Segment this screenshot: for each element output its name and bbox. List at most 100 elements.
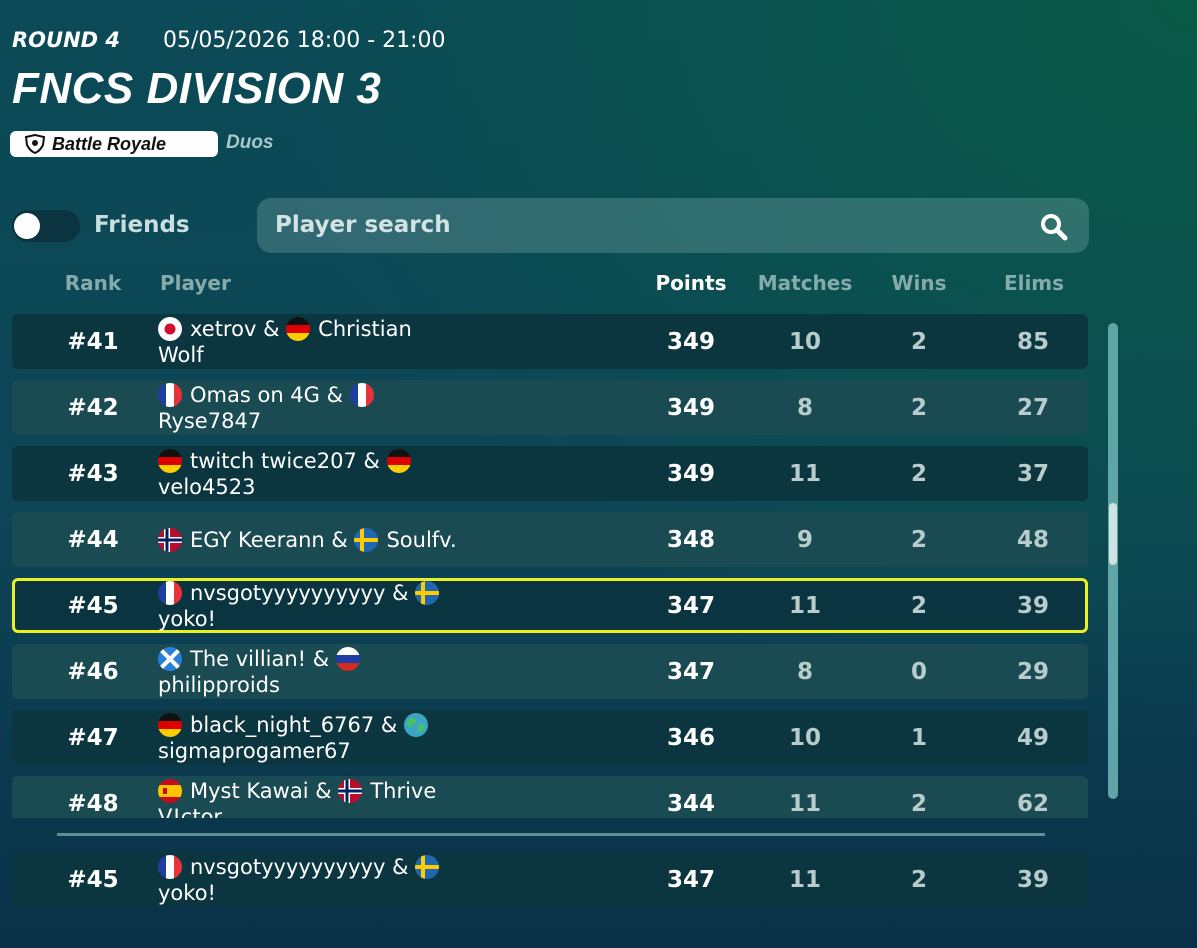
rank-cell: #43	[67, 460, 119, 487]
flag-part	[286, 316, 311, 325]
rank-cell: #46	[67, 658, 119, 685]
player-cell: The villian! & philipproids	[158, 644, 458, 699]
flag-part	[415, 590, 440, 595]
player-name: Omas on 4G	[190, 382, 320, 407]
column-header: Elims	[1003, 271, 1065, 295]
flag	[158, 316, 182, 341]
flag-part	[158, 448, 182, 457]
elims-cell: 27	[1016, 394, 1049, 421]
friends-toggle[interactable]	[12, 210, 80, 242]
leaderboard-row[interactable]: #45 347 11 2 39 nvsgotyyyyyyyyyy & yoko!	[12, 578, 1088, 633]
flag-icon	[158, 316, 182, 341]
player-names: black_night_6767 & sigmaprogamer67	[158, 712, 458, 764]
flag-part	[158, 382, 166, 407]
flag-part	[286, 324, 311, 333]
rank-cell: #48	[67, 790, 119, 817]
search-box[interactable]: Player search	[257, 198, 1089, 253]
flag-part	[158, 456, 182, 465]
leaderboard-row[interactable]: #43 349 11 2 37 twitch twice207 & velo4523	[12, 446, 1088, 501]
player-names: twitch twice207 & velo4523	[158, 448, 458, 500]
leaderboard-row[interactable]: #46 347 8 0 29 The villian! & philipproids	[12, 644, 1088, 699]
points-cell: 347	[666, 658, 715, 685]
matches-cell: 11	[788, 866, 821, 893]
team-separator: &	[392, 580, 409, 605]
flag	[386, 448, 411, 473]
leaderboard-row[interactable]: #42 349 8 2 27 Omas on 4G & Ryse7847	[12, 380, 1088, 435]
flag-part	[158, 854, 166, 879]
column-header: Points	[655, 271, 727, 295]
flag	[338, 778, 363, 803]
flag-part	[354, 537, 379, 542]
flag	[335, 646, 360, 671]
mode-icon	[24, 134, 46, 154]
flag	[354, 527, 379, 552]
flag-part	[158, 580, 166, 605]
elims-cell: 39	[1016, 866, 1049, 893]
player-cell: nvsgotyyyyyyyyyy & yoko!	[158, 578, 458, 633]
player-name: Myst Kawai	[190, 778, 309, 803]
search-placeholder: Player search	[275, 212, 451, 238]
flag-icon	[286, 316, 311, 341]
elims-cell: 62	[1016, 790, 1049, 817]
player-cell: twitch twice207 & velo4523	[158, 446, 458, 501]
leaderboard-row[interactable]: #45 347 11 2 39 nvsgotyyyyyyyyyy & yoko!	[12, 852, 1088, 907]
player-cell: nvsgotyyyyyyyyyy & yoko!	[158, 852, 458, 907]
player-name: EGY Keerann	[190, 527, 325, 552]
leaderboard-row[interactable]: #41 349 10 2 85 xetrov & Christian Wolf	[12, 314, 1088, 369]
points-cell: 347	[666, 866, 715, 893]
player-names: The villian! & philipproids	[158, 646, 458, 698]
flag-icon	[415, 854, 440, 879]
leaderboard-row[interactable]: #47 346 10 1 49 black_night_6767 & sigmaproga…	[12, 710, 1088, 765]
team-separator: &	[331, 527, 348, 552]
title: FNCS DIVISION 3	[12, 64, 382, 113]
scroll-thumb[interactable]	[1109, 503, 1117, 565]
flag-part	[166, 854, 174, 879]
elims-cell: 48	[1016, 526, 1049, 553]
wins-cell: 2	[910, 866, 927, 893]
flag-icon	[338, 778, 363, 803]
player-name: yoko!	[158, 880, 216, 905]
team-separator: &	[363, 448, 380, 473]
flag-part	[158, 538, 182, 541]
team-separator: &	[380, 712, 398, 737]
scrollbar[interactable]	[1108, 323, 1118, 799]
rank-cell: #42	[67, 394, 119, 421]
flag	[158, 382, 182, 407]
points-cell: 349	[666, 328, 715, 355]
player-names: Myst Kawai & Thrive V!ctor	[158, 778, 458, 818]
points-cell: 349	[666, 460, 715, 487]
flag-part	[415, 864, 440, 869]
player-name: xetrov	[190, 316, 257, 341]
rank-cell: #45	[67, 592, 119, 619]
rank-cell: #45	[67, 866, 119, 893]
flag-icon	[158, 778, 182, 803]
flag-part	[164, 323, 176, 334]
flag-part	[338, 789, 363, 792]
player-name: Christian Wolf	[158, 316, 412, 367]
flag-part	[335, 654, 360, 663]
player-name: sigmaprogamer67	[158, 738, 351, 763]
flag-part	[403, 712, 428, 737]
matches-cell: 11	[788, 790, 821, 817]
flag-part	[166, 580, 174, 605]
friends-label: Friends	[94, 212, 190, 238]
flag	[158, 778, 182, 803]
leaderboard-row[interactable]: #44 348 9 2 48 EGY Keerann & Soulfv.	[12, 512, 1088, 567]
divider	[57, 833, 1045, 836]
search-icon[interactable]	[1040, 213, 1068, 241]
flag	[158, 646, 182, 671]
rank-cell: #44	[67, 526, 119, 553]
player-names: EGY Keerann & Soulfv.	[158, 527, 457, 553]
wins-cell: 2	[910, 460, 927, 487]
flag-part	[174, 580, 182, 605]
wins-cell: 2	[910, 526, 927, 553]
flag-part	[158, 728, 182, 737]
flag-icon	[415, 580, 440, 605]
leaderboard-list: #41 349 10 2 85 xetrov & Christian Wolf #42 34…	[12, 314, 1092, 818]
datetime: 05/05/2026 18:00 - 21:00	[163, 28, 446, 53]
flag-part	[174, 382, 182, 407]
player-cell: Myst Kawai & Thrive V!ctor	[158, 776, 458, 818]
team-separator: &	[312, 646, 330, 671]
leaderboard-row[interactable]: #48 344 11 2 62 Myst Kawai & Thrive V!ctor	[12, 776, 1088, 818]
